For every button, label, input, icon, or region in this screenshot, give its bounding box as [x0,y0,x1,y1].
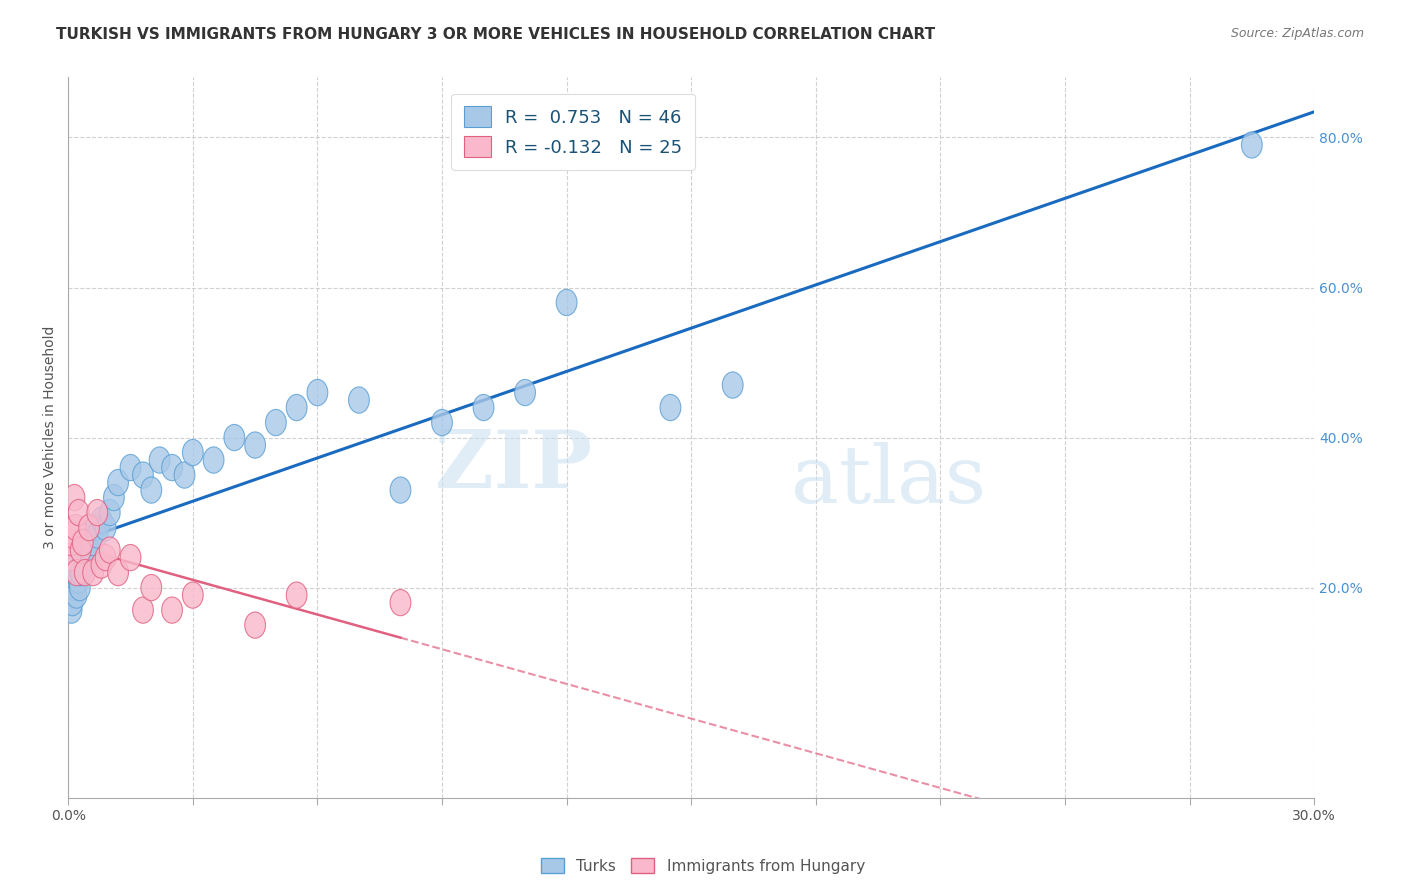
Ellipse shape [120,544,141,571]
Ellipse shape [307,379,328,406]
Ellipse shape [72,530,93,556]
Ellipse shape [87,522,108,549]
Ellipse shape [120,454,141,481]
Ellipse shape [174,462,195,488]
Ellipse shape [60,582,80,608]
Ellipse shape [83,559,104,586]
Ellipse shape [84,515,105,541]
Ellipse shape [63,567,83,593]
Ellipse shape [69,567,89,593]
Ellipse shape [70,559,91,586]
Ellipse shape [474,394,494,421]
Ellipse shape [141,574,162,600]
Ellipse shape [349,387,370,413]
Ellipse shape [91,507,112,533]
Ellipse shape [162,454,183,481]
Text: TURKISH VS IMMIGRANTS FROM HUNGARY 3 OR MORE VEHICLES IN HOUSEHOLD CORRELATION C: TURKISH VS IMMIGRANTS FROM HUNGARY 3 OR … [56,27,935,42]
Ellipse shape [79,515,100,541]
Ellipse shape [389,590,411,615]
Ellipse shape [557,289,576,316]
Ellipse shape [132,597,153,624]
Ellipse shape [104,484,124,511]
Ellipse shape [65,574,84,600]
Ellipse shape [1241,132,1263,158]
Ellipse shape [72,544,93,571]
Ellipse shape [79,537,100,563]
Ellipse shape [65,515,86,541]
Ellipse shape [67,552,87,578]
Text: Source: ZipAtlas.com: Source: ZipAtlas.com [1230,27,1364,40]
Ellipse shape [96,544,115,571]
Ellipse shape [100,500,120,525]
Ellipse shape [183,582,204,608]
Ellipse shape [100,537,120,563]
Ellipse shape [75,552,96,578]
Ellipse shape [66,559,87,586]
Legend: Turks, Immigrants from Hungary: Turks, Immigrants from Hungary [536,852,870,880]
Ellipse shape [432,409,453,435]
Ellipse shape [87,500,108,525]
Text: atlas: atlas [790,442,986,520]
Ellipse shape [80,544,101,571]
Ellipse shape [389,477,411,503]
Ellipse shape [66,582,87,608]
Ellipse shape [287,394,307,421]
Ellipse shape [141,477,162,503]
Ellipse shape [132,462,153,488]
Ellipse shape [62,597,82,624]
Text: ZIP: ZIP [434,427,592,506]
Legend: R =  0.753   N = 46, R = -0.132   N = 25: R = 0.753 N = 46, R = -0.132 N = 25 [451,94,695,169]
Ellipse shape [62,530,82,556]
Ellipse shape [245,432,266,458]
Ellipse shape [266,409,287,435]
Ellipse shape [108,469,128,496]
Ellipse shape [91,552,112,578]
Ellipse shape [515,379,536,406]
Ellipse shape [83,530,104,556]
Ellipse shape [69,500,89,525]
Ellipse shape [245,612,266,639]
Ellipse shape [60,544,80,571]
Ellipse shape [69,574,90,600]
Y-axis label: 3 or more Vehicles in Household: 3 or more Vehicles in Household [44,326,58,549]
Ellipse shape [75,559,96,586]
Ellipse shape [65,559,86,586]
Ellipse shape [723,372,744,398]
Ellipse shape [287,582,307,608]
Ellipse shape [183,440,204,466]
Ellipse shape [76,530,97,556]
Ellipse shape [149,447,170,473]
Ellipse shape [62,590,83,615]
Ellipse shape [204,447,224,473]
Ellipse shape [108,559,128,586]
Ellipse shape [96,515,115,541]
Ellipse shape [659,394,681,421]
Ellipse shape [62,522,83,549]
Ellipse shape [65,484,84,511]
Ellipse shape [224,425,245,450]
Ellipse shape [70,537,91,563]
Ellipse shape [162,597,183,624]
